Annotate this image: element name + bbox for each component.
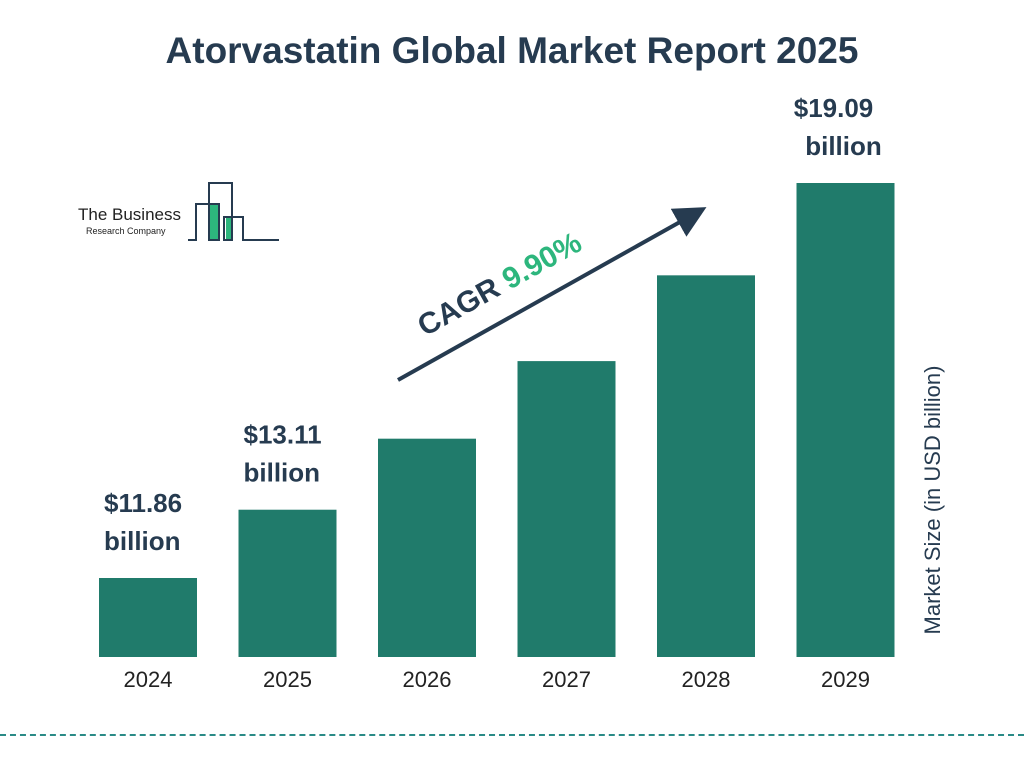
data-label: $19.09 billion xyxy=(794,93,882,161)
x-tick-label: 2028 xyxy=(682,667,731,692)
growth-arrow-icon xyxy=(397,207,707,382)
x-tick-label: 2025 xyxy=(263,667,312,692)
bar-2027 xyxy=(517,361,616,657)
bar-2028 xyxy=(657,275,755,657)
logo-text-line2: Research Company xyxy=(86,226,166,236)
chart-title: Atorvastatin Global Market Report 2025 xyxy=(165,30,859,71)
bar-2026 xyxy=(378,438,476,657)
company-logo: The Business Research Company xyxy=(78,180,283,245)
x-tick-label: 2027 xyxy=(542,667,591,692)
data-label: $11.86 billion xyxy=(104,488,182,556)
logo-text-line1: The Business xyxy=(78,205,181,224)
divider-line xyxy=(0,734,1024,736)
bar-2029 xyxy=(796,183,895,657)
y-axis-label: Market Size (in USD billion) xyxy=(920,365,945,635)
x-tick-label: 2024 xyxy=(124,667,173,692)
x-tick-label: 2029 xyxy=(821,667,870,692)
data-label: $13.11 billion xyxy=(244,420,322,488)
bar-2025 xyxy=(238,509,337,657)
bar-2024 xyxy=(99,578,197,657)
x-tick-label: 2026 xyxy=(403,667,452,692)
logo-buildings-icon xyxy=(188,182,279,241)
